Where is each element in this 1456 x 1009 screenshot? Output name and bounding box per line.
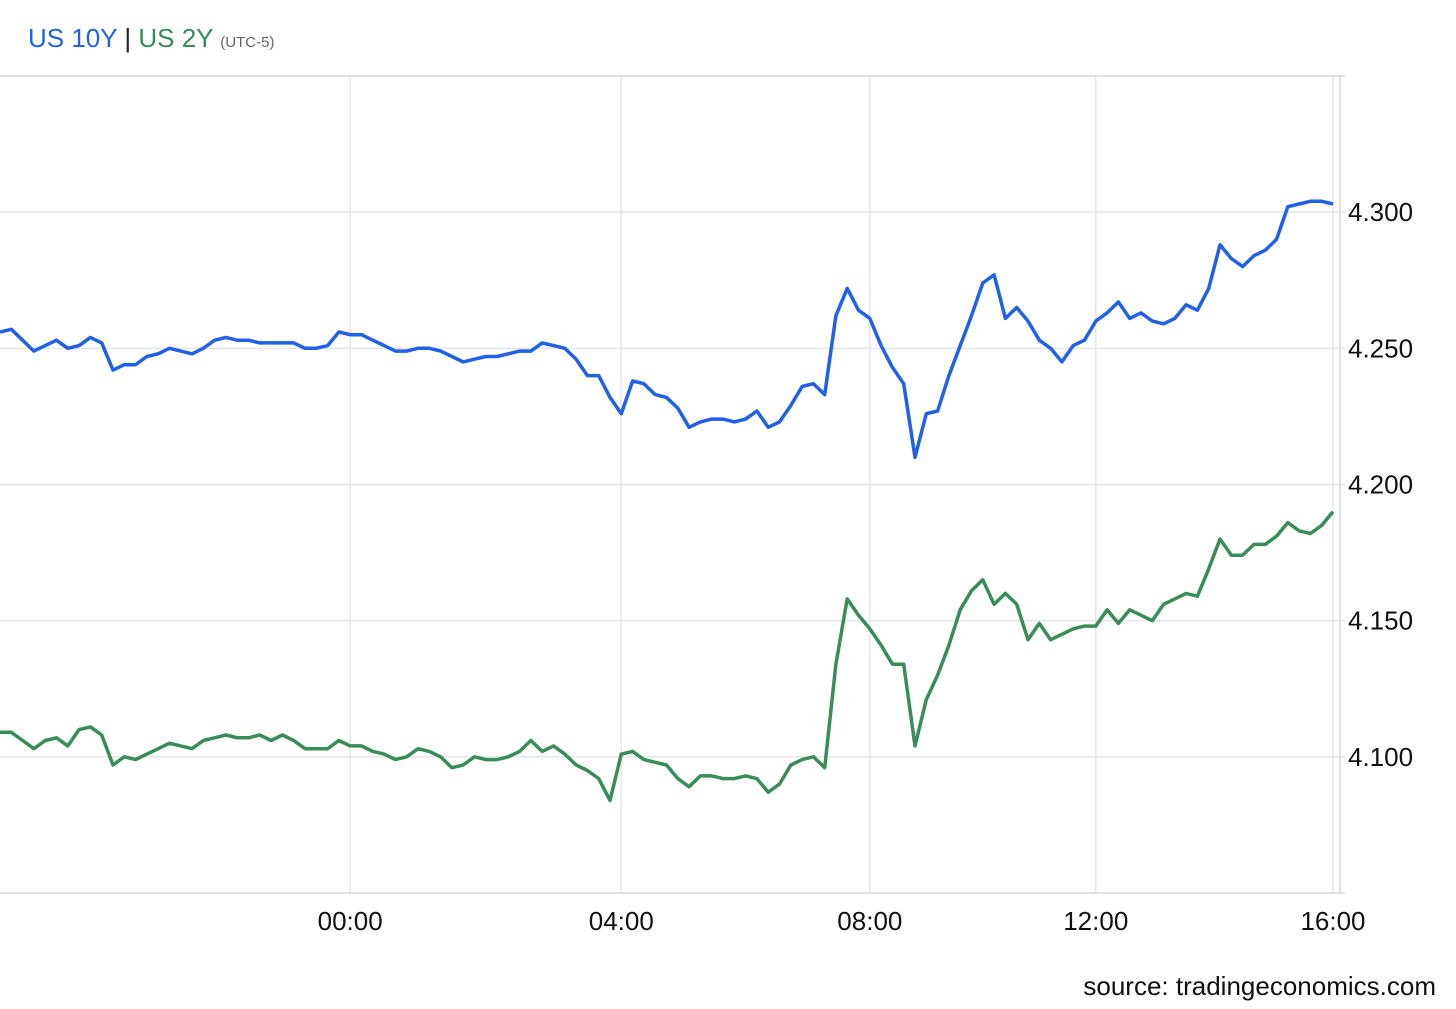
source-label: source: tradingeconomics.com bbox=[1083, 971, 1436, 1001]
x-tick-label: 08:00 bbox=[837, 906, 902, 936]
y-tick-label: 4.100 bbox=[1348, 742, 1413, 772]
timezone-label: (UTC-5) bbox=[220, 34, 274, 51]
x-tick-label: 00:00 bbox=[318, 906, 383, 936]
line-series bbox=[0, 199, 1334, 460]
y-tick-label: 4.300 bbox=[1348, 197, 1413, 227]
legend: US 10Y | US 2Y (UTC-5) bbox=[28, 23, 274, 53]
x-tick-label: 04:00 bbox=[589, 906, 654, 936]
y-tick-label: 4.250 bbox=[1348, 333, 1413, 363]
y-tick-label: 4.200 bbox=[1348, 470, 1413, 500]
legend-entry[interactable]: US 2Y bbox=[138, 23, 213, 53]
legend-separator: | bbox=[124, 23, 131, 53]
x-tick-label: 12:00 bbox=[1063, 906, 1128, 936]
y-tick-label: 4.150 bbox=[1348, 606, 1413, 636]
x-tick-label: 16:00 bbox=[1300, 906, 1365, 936]
line-series bbox=[0, 510, 1335, 803]
legend-entry[interactable]: US 10Y bbox=[28, 23, 117, 53]
